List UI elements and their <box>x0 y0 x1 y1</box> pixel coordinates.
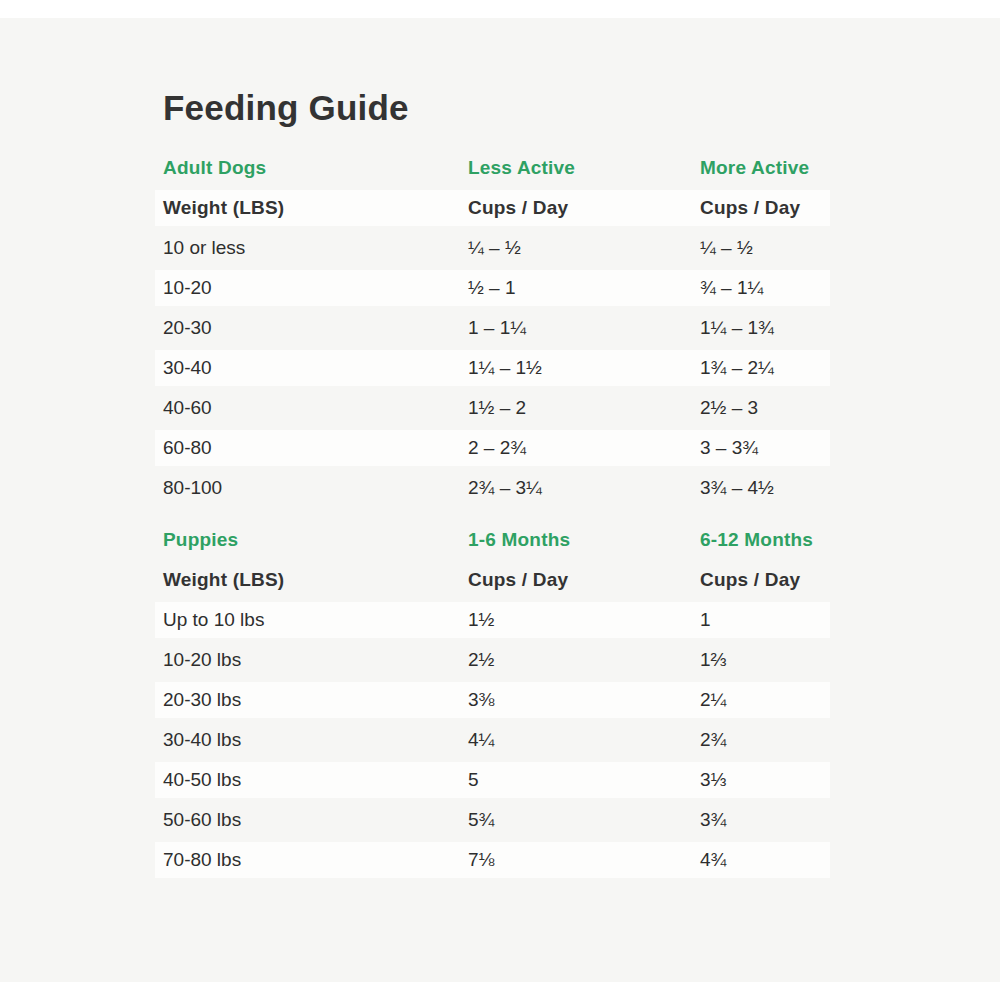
cups-per-day-column-header: Cups / Day <box>468 197 700 219</box>
weight-column-header: Weight (LBS) <box>163 197 468 219</box>
months-6-12-cups-cell: 2¼ <box>700 689 830 711</box>
table-row: 40-60 1½ – 2 2½ – 3 <box>155 388 830 428</box>
puppies-table: Puppies 1-6 Months 6-12 Months Weight (L… <box>155 520 830 880</box>
months-1-6-cups-cell: 1½ <box>468 609 700 631</box>
more-active-cups-cell: 3 – 3¾ <box>700 437 830 459</box>
puppies-section-header-row: Puppies 1-6 Months 6-12 Months <box>155 520 830 560</box>
cups-per-day-column-header: Cups / Day <box>700 197 830 219</box>
less-active-cups-cell: ¼ – ½ <box>468 237 700 259</box>
weight-cell: 80-100 <box>163 477 468 499</box>
months-6-12-cups-cell: 3¾ <box>700 809 830 831</box>
weight-cell: 30-40 lbs <box>163 729 468 751</box>
weight-cell: 70-80 lbs <box>163 849 468 871</box>
more-active-cups-cell: 1¼ – 1¾ <box>700 317 830 339</box>
table-row: 10-20 lbs 2½ 1⅔ <box>155 640 830 680</box>
adult-dogs-header: Adult Dogs <box>163 157 468 179</box>
more-active-cups-cell: ¼ – ½ <box>700 237 830 259</box>
more-active-cups-cell: 2½ – 3 <box>700 397 830 419</box>
adult-section-header-row: Adult Dogs Less Active More Active <box>155 148 830 188</box>
weight-cell: Up to 10 lbs <box>163 609 468 631</box>
table-row: 70-80 lbs 7⅛ 4¾ <box>155 840 830 880</box>
months-6-12-cups-cell: 2¾ <box>700 729 830 751</box>
feeding-guide-panel: Feeding Guide Adult Dogs Less Active Mor… <box>0 18 1000 982</box>
less-active-cups-cell: 1¼ – 1½ <box>468 357 700 379</box>
puppies-table-rows: Up to 10 lbs 1½ 1 10-20 lbs 2½ 1⅔ 20-30 … <box>155 600 830 880</box>
weight-cell: 50-60 lbs <box>163 809 468 831</box>
table-row: 20-30 lbs 3⅜ 2¼ <box>155 680 830 720</box>
puppies-header: Puppies <box>163 529 468 551</box>
adult-column-header-row: Weight (LBS) Cups / Day Cups / Day <box>155 188 830 228</box>
months-1-6-header: 1-6 Months <box>468 529 700 551</box>
weight-cell: 10-20 lbs <box>163 649 468 671</box>
table-row: 10-20 ½ – 1 ¾ – 1¼ <box>155 268 830 308</box>
table-row: 60-80 2 – 2¾ 3 – 3¾ <box>155 428 830 468</box>
adult-table-rows: 10 or less ¼ – ½ ¼ – ½ 10-20 ½ – 1 ¾ – 1… <box>155 228 830 508</box>
weight-cell: 10-20 <box>163 277 468 299</box>
cups-per-day-column-header: Cups / Day <box>468 569 700 591</box>
less-active-cups-cell: 1 – 1¼ <box>468 317 700 339</box>
puppies-column-header-row: Weight (LBS) Cups / Day Cups / Day <box>155 560 830 600</box>
weight-column-header: Weight (LBS) <box>163 569 468 591</box>
weight-cell: 60-80 <box>163 437 468 459</box>
months-1-6-cups-cell: 2½ <box>468 649 700 671</box>
less-active-cups-cell: 1½ – 2 <box>468 397 700 419</box>
less-active-cups-cell: 2 – 2¾ <box>468 437 700 459</box>
months-1-6-cups-cell: 7⅛ <box>468 849 700 871</box>
table-row: 20-30 1 – 1¼ 1¼ – 1¾ <box>155 308 830 348</box>
table-row: 30-40 1¼ – 1½ 1¾ – 2¼ <box>155 348 830 388</box>
less-active-cups-cell: ½ – 1 <box>468 277 700 299</box>
weight-cell: 10 or less <box>163 237 468 259</box>
months-1-6-cups-cell: 5 <box>468 769 700 791</box>
more-active-cups-cell: 1¾ – 2¼ <box>700 357 830 379</box>
weight-cell: 40-60 <box>163 397 468 419</box>
table-row: 10 or less ¼ – ½ ¼ – ½ <box>155 228 830 268</box>
table-row: 80-100 2¾ – 3¼ 3¾ – 4½ <box>155 468 830 508</box>
table-row: 30-40 lbs 4¼ 2¾ <box>155 720 830 760</box>
table-row: Up to 10 lbs 1½ 1 <box>155 600 830 640</box>
less-active-header: Less Active <box>468 157 700 179</box>
months-6-12-cups-cell: 3⅓ <box>700 769 830 791</box>
months-6-12-header: 6-12 Months <box>700 529 830 551</box>
months-1-6-cups-cell: 4¼ <box>468 729 700 751</box>
adult-dogs-table: Adult Dogs Less Active More Active Weigh… <box>155 148 830 508</box>
months-6-12-cups-cell: 1⅔ <box>700 649 830 671</box>
table-row: 50-60 lbs 5¾ 3¾ <box>155 800 830 840</box>
table-row: 40-50 lbs 5 3⅓ <box>155 760 830 800</box>
less-active-cups-cell: 2¾ – 3¼ <box>468 477 700 499</box>
more-active-cups-cell: 3¾ – 4½ <box>700 477 830 499</box>
feeding-guide-content: Feeding Guide Adult Dogs Less Active Mor… <box>155 18 830 128</box>
months-6-12-cups-cell: 4¾ <box>700 849 830 871</box>
more-active-cups-cell: ¾ – 1¼ <box>700 277 830 299</box>
more-active-header: More Active <box>700 157 830 179</box>
months-1-6-cups-cell: 5¾ <box>468 809 700 831</box>
weight-cell: 30-40 <box>163 357 468 379</box>
page-title: Feeding Guide <box>163 88 830 128</box>
weight-cell: 20-30 lbs <box>163 689 468 711</box>
weight-cell: 20-30 <box>163 317 468 339</box>
months-6-12-cups-cell: 1 <box>700 609 830 631</box>
cups-per-day-column-header: Cups / Day <box>700 569 830 591</box>
weight-cell: 40-50 lbs <box>163 769 468 791</box>
months-1-6-cups-cell: 3⅜ <box>468 689 700 711</box>
